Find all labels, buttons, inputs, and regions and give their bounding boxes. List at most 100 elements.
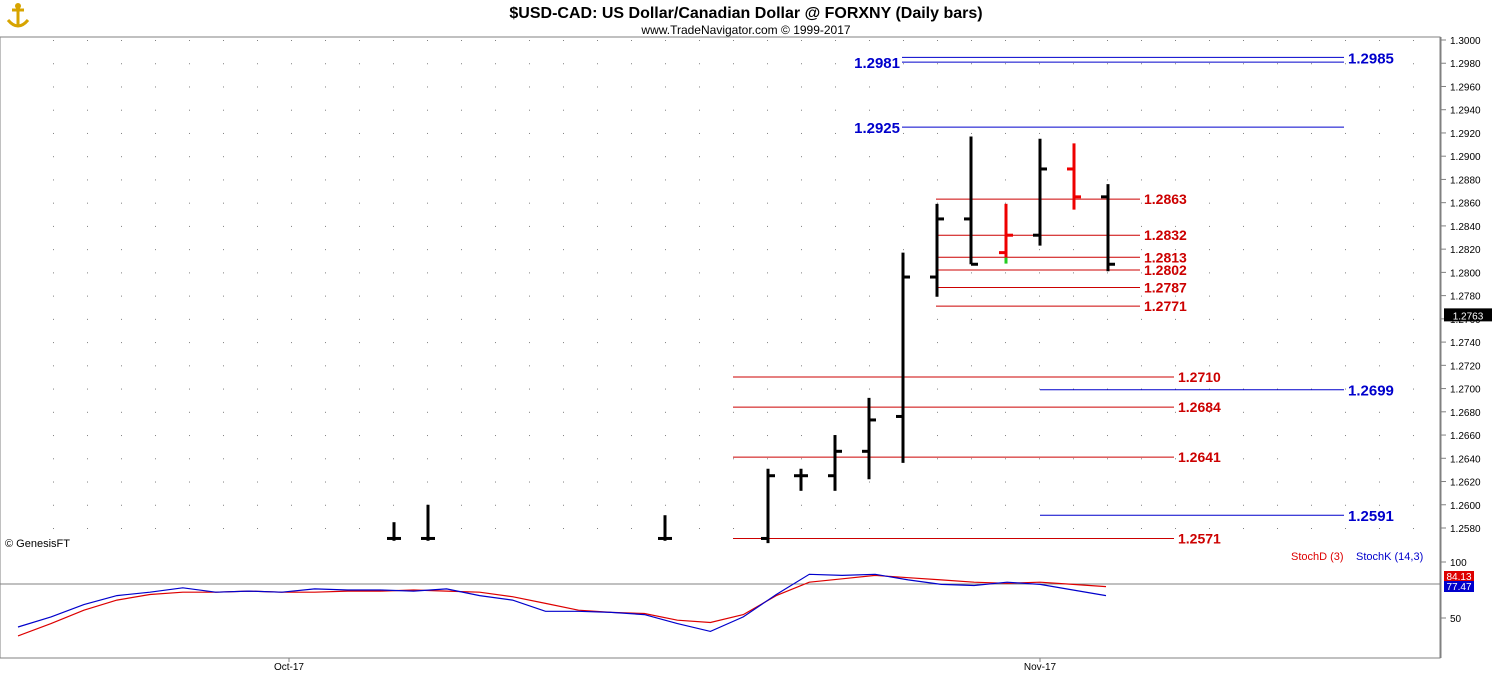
grid-dot — [869, 318, 870, 320]
grid-dot — [1107, 435, 1108, 437]
grid-dot — [563, 411, 564, 413]
grid-dot — [1243, 86, 1244, 88]
grid-dot — [1311, 156, 1312, 158]
grid-dot — [1413, 40, 1414, 41]
grid-dot — [631, 202, 632, 204]
grid-dot — [461, 249, 462, 251]
grid-dot — [767, 179, 768, 181]
grid-dot — [189, 156, 190, 158]
grid-dot — [291, 249, 292, 251]
grid-dot — [971, 342, 972, 344]
grid-dot — [1107, 528, 1108, 529]
grid-dot — [359, 132, 360, 134]
grid-dot — [121, 40, 122, 41]
grid-dot — [699, 435, 700, 437]
grid-dot — [325, 272, 326, 274]
grid-dot — [1413, 504, 1414, 506]
grid-dot — [495, 132, 496, 134]
grid-dot — [1345, 132, 1346, 134]
grid-dot — [53, 528, 54, 529]
grid-dot — [563, 481, 564, 483]
grid-dot — [461, 295, 462, 297]
grid-dot — [223, 365, 224, 367]
grid-dot — [733, 435, 734, 437]
grid-dot — [1277, 272, 1278, 274]
level-label-blue: 1.2925 — [854, 120, 900, 137]
grid-dot — [665, 481, 666, 483]
grid-dot — [1175, 435, 1176, 437]
grid-dot — [291, 528, 292, 529]
grid-dot — [427, 318, 428, 320]
grid-dot — [529, 179, 530, 181]
grid-dot — [1141, 504, 1142, 506]
grid-dot — [53, 388, 54, 390]
grid-dot — [801, 528, 802, 529]
grid-dot — [325, 109, 326, 111]
grid-dot — [1107, 481, 1108, 483]
grid-dot — [971, 504, 972, 506]
grid-dot — [393, 295, 394, 297]
grid-dot — [1039, 86, 1040, 88]
grid-dot — [189, 388, 190, 390]
grid-dot — [733, 249, 734, 251]
grid-dot — [189, 179, 190, 181]
grid-dot — [87, 481, 88, 483]
grid-dot — [1175, 156, 1176, 158]
grid-dot — [53, 132, 54, 134]
grid-dot — [699, 109, 700, 111]
grid-dot — [597, 179, 598, 181]
grid-dot — [903, 504, 904, 506]
grid-dot — [869, 202, 870, 204]
grid-dot — [495, 109, 496, 111]
grid-dot — [291, 388, 292, 390]
grid-dot — [53, 272, 54, 274]
y-tick-label: 1.2980 — [1450, 59, 1481, 70]
grid-dot — [1413, 295, 1414, 297]
level-label-red: 1.2832 — [1144, 227, 1187, 243]
ohlc-bar — [930, 203, 944, 297]
grid-dot — [257, 365, 258, 367]
x-tick-label: Nov-17 — [1024, 662, 1057, 673]
grid-dot — [427, 179, 428, 181]
grid-dot — [665, 504, 666, 506]
grid-dot — [733, 388, 734, 390]
grid-dot — [359, 179, 360, 181]
grid-dot — [563, 156, 564, 158]
grid-dot — [291, 109, 292, 111]
grid-dot — [801, 295, 802, 297]
grid-dot — [1107, 63, 1108, 65]
grid-dot — [87, 295, 88, 297]
grid-dot — [1345, 295, 1346, 297]
grid-dot — [1277, 40, 1278, 41]
grid-dot — [53, 40, 54, 41]
grid-dot — [937, 365, 938, 367]
grid-dot — [495, 295, 496, 297]
grid-dot — [1039, 365, 1040, 367]
stochastic-line — [17, 573, 1107, 633]
grid-dot — [393, 272, 394, 274]
grid-dot — [1311, 86, 1312, 88]
grid-dot — [121, 179, 122, 181]
grid-dot — [529, 132, 530, 134]
grid-dot — [835, 156, 836, 158]
grid-dot — [1413, 109, 1414, 111]
grid-dot — [87, 156, 88, 158]
grid-dot — [563, 249, 564, 251]
grid-dot — [223, 388, 224, 390]
grid-dot — [1277, 504, 1278, 506]
grid-dot — [155, 179, 156, 181]
grid-dot — [563, 318, 564, 320]
grid-dot — [937, 86, 938, 88]
y-tick-label: 1.2940 — [1450, 106, 1481, 117]
grid-dot — [325, 435, 326, 437]
grid-dot — [801, 435, 802, 437]
y-tick-label: 1.2580 — [1450, 524, 1481, 535]
grid-dot — [699, 86, 700, 88]
grid-dot — [1277, 109, 1278, 111]
grid-dot — [937, 458, 938, 460]
grid-dot — [1413, 435, 1414, 437]
grid-dot — [1073, 411, 1074, 413]
grid-dot — [325, 388, 326, 390]
grid-dot — [597, 156, 598, 158]
grid-dot — [665, 109, 666, 111]
